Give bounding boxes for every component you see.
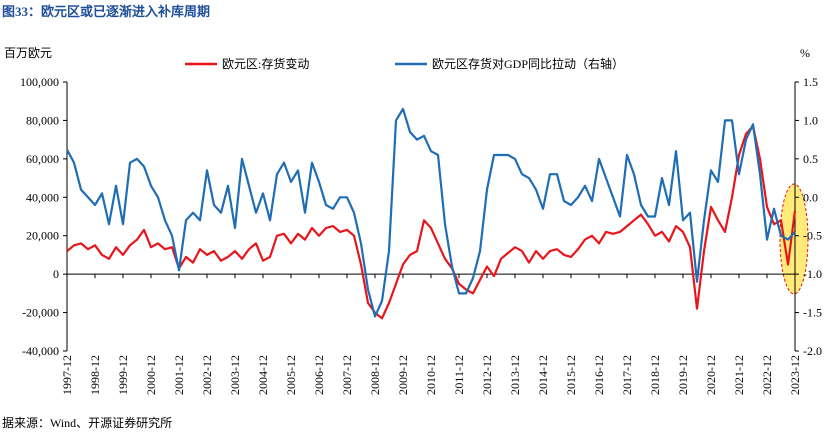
y2-tick-label: 0.5 <box>803 152 818 166</box>
y-tick-label: 100,000 <box>20 75 59 89</box>
x-tick-label: 1998-12 <box>88 355 102 395</box>
x-tick-label: 2017-12 <box>620 355 634 395</box>
y-tick-label: 60,000 <box>26 152 59 166</box>
y-tick-label: 40,000 <box>26 190 59 204</box>
x-tick-label: 2018-12 <box>648 355 662 395</box>
source: 据来源：Wind、开源证券研究所 <box>2 415 172 430</box>
series-line <box>66 107 796 318</box>
y-tick-label: 80,000 <box>26 113 59 127</box>
x-tick-label: 2005-12 <box>284 355 298 395</box>
y-tick-label: 0 <box>53 267 59 281</box>
y-tick-label: -20,000 <box>22 306 59 320</box>
x-tick-label: 2016-12 <box>592 355 606 395</box>
x-tick-label: 2002-12 <box>200 355 214 395</box>
y-tick-label: -40,000 <box>22 344 59 358</box>
y2-tick-label: 1.5 <box>803 75 818 89</box>
x-tick-label: 2011-12 <box>452 355 466 395</box>
y2-tick-label: -0.5 <box>803 229 822 243</box>
x-tick-label: 2008-12 <box>368 355 382 395</box>
x-tick-label: 2014-12 <box>536 355 550 395</box>
y2-tick-label: -1.5 <box>803 306 822 320</box>
x-tick-label: 2023-12 <box>788 355 802 395</box>
x-tick-label: 2004-12 <box>256 355 270 395</box>
x-tick-label: 2020-12 <box>704 355 718 395</box>
y2-tick-label: 1.0 <box>803 113 818 127</box>
x-tick-label: 2019-12 <box>676 355 690 395</box>
x-tick-label: 2006-12 <box>312 355 326 395</box>
y2-tick-label: -2.0 <box>803 344 822 358</box>
x-tick-label: 2015-12 <box>564 355 578 395</box>
y2-axis-label: % <box>800 46 810 60</box>
x-tick-label: 2013-12 <box>508 355 522 395</box>
y-axis-label: 百万欧元 <box>4 46 52 60</box>
y2-tick-label: -1.0 <box>803 267 822 281</box>
x-tick-label: 2010-12 <box>424 355 438 395</box>
x-tick-label: 2001-12 <box>172 355 186 395</box>
legend-label: 欧元区存货对GDP同比拉动（右轴） <box>432 56 624 71</box>
chart-title: 图33：欧元区或已逐渐进入补库周期 <box>2 4 210 19</box>
x-tick-label: 2022-12 <box>760 355 774 395</box>
legend-label: 欧元区:存货变动 <box>222 56 309 71</box>
x-tick-label: 1999-12 <box>116 355 130 395</box>
x-tick-label: 2012-12 <box>480 355 494 395</box>
highlight <box>779 183 809 295</box>
x-tick-label: 1997-12 <box>60 355 74 395</box>
x-tick-label: 2000-12 <box>144 355 158 395</box>
x-tick-label: 2009-12 <box>396 355 410 395</box>
x-tick-label: 2021-12 <box>732 355 746 395</box>
y2-tick-label: 0.0 <box>803 190 818 204</box>
x-tick-label: 2003-12 <box>228 355 242 395</box>
y-tick-label: 20,000 <box>26 229 59 243</box>
series-line <box>66 125 797 320</box>
x-tick-label: 2007-12 <box>340 355 354 395</box>
